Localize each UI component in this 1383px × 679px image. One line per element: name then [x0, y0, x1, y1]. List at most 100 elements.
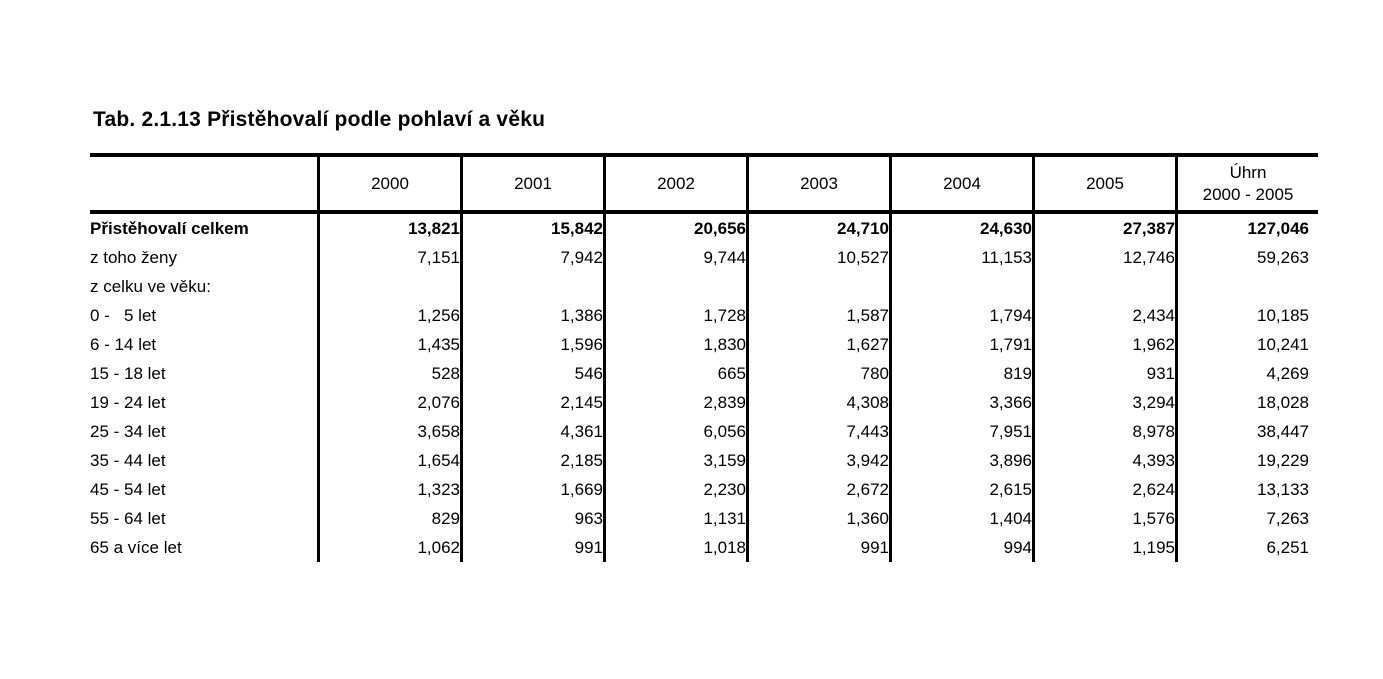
table-row: 19 - 24 let 2,076 2,145 2,839 4,308 3,366 3,29…: [90, 388, 1318, 417]
value-cell: 27,387: [1032, 212, 1177, 243]
value-cell: 1,404: [889, 504, 1034, 533]
value-cell: 1,062: [317, 533, 462, 562]
row-label: 0 - 5 let: [90, 305, 157, 325]
value-cell: [889, 272, 1034, 301]
value-cell: 1,962: [1032, 330, 1177, 359]
table-title: Tab. 2.1.13 Přistěhovalí podle pohlaví a…: [93, 108, 546, 131]
value-cell: 1,596: [460, 330, 605, 359]
value-cell: 1,794: [889, 301, 1034, 330]
value-cell: 2,230: [603, 475, 748, 504]
value-cell: 829: [317, 504, 462, 533]
total-column-header: Úhrn 2000 - 2005: [1175, 155, 1318, 214]
value-cell: 665: [603, 359, 748, 388]
row-label: 55 - 64 let: [90, 508, 166, 528]
total-column-header-line1: Úhrn: [1229, 163, 1267, 183]
value-cell: 4,269: [1175, 359, 1318, 388]
table-row: z toho ženy 7,151 7,942 9,744 10,527 11,153 12…: [90, 243, 1318, 272]
value-cell: 2,672: [746, 475, 891, 504]
row-label: 6 - 14 let: [90, 334, 157, 354]
value-cell: 4,308: [746, 388, 891, 417]
value-cell: 6,056: [603, 417, 748, 446]
value-cell: 1,627: [746, 330, 891, 359]
row-label: 35 - 44 let: [90, 450, 166, 470]
statistics-table: 2000 2001 2002 2003 2004 2005 Úhrn 2000 - 2005 …: [90, 153, 1318, 562]
value-cell: 2,076: [317, 388, 462, 417]
value-cell: 2,624: [1032, 475, 1177, 504]
value-cell: 1,576: [1032, 504, 1177, 533]
value-cell: 13,821: [317, 212, 462, 243]
value-cell: 931: [1032, 359, 1177, 388]
value-cell: 3,896: [889, 446, 1034, 475]
value-cell: 3,294: [1032, 388, 1177, 417]
value-cell: 4,361: [460, 417, 605, 446]
table-row: 25 - 34 let 3,658 4,361 6,056 7,443 7,951 8,97…: [90, 417, 1318, 446]
value-cell: 1,830: [603, 330, 748, 359]
value-cell: 991: [460, 533, 605, 562]
row-label-column-header: [90, 155, 319, 214]
table-row: 45 - 54 let 1,323 1,669 2,230 2,672 2,615 2,62…: [90, 475, 1318, 504]
value-cell: 11,153: [889, 243, 1034, 272]
value-cell: 1,131: [603, 504, 748, 533]
year-column-header: 2002: [603, 155, 748, 214]
table-row: 65 a více let 1,062 991 1,018 991 994 1,195 6,2…: [90, 533, 1318, 562]
value-cell: 59,263: [1175, 243, 1318, 272]
value-cell: [1175, 272, 1318, 301]
value-cell: 2,839: [603, 388, 748, 417]
value-cell: 20,656: [603, 212, 748, 243]
table-header: 2000 2001 2002 2003 2004 2005 Úhrn 2000 - 2005: [90, 155, 1318, 214]
table-row: 15 - 18 let 528 546 665 780 819 931 4,269: [90, 359, 1318, 388]
value-cell: 7,951: [889, 417, 1034, 446]
value-cell: 2,615: [889, 475, 1034, 504]
value-cell: 780: [746, 359, 891, 388]
table-row: 35 - 44 let 1,654 2,185 3,159 3,942 3,896 4,39…: [90, 446, 1318, 475]
value-cell: 1,256: [317, 301, 462, 330]
value-cell: 1,587: [746, 301, 891, 330]
value-cell: 1,386: [460, 301, 605, 330]
table-row: 55 - 64 let 829 963 1,131 1,360 1,404 1,576 7,2…: [90, 504, 1318, 533]
value-cell: 18,028: [1175, 388, 1318, 417]
value-cell: 24,710: [746, 212, 891, 243]
value-cell: 546: [460, 359, 605, 388]
value-cell: 1,018: [603, 533, 748, 562]
value-cell: 4,393: [1032, 446, 1177, 475]
value-cell: 15,842: [460, 212, 605, 243]
value-cell: [1032, 272, 1177, 301]
value-cell: 963: [460, 504, 605, 533]
year-column-header: 2000: [317, 155, 462, 214]
value-cell: 3,159: [603, 446, 748, 475]
total-column-header-line2: 2000 - 2005: [1202, 184, 1294, 204]
value-cell: 19,229: [1175, 446, 1318, 475]
value-cell: 38,447: [1175, 417, 1318, 446]
row-label: 19 - 24 let: [90, 392, 166, 412]
row-label: 65 a více let: [90, 537, 182, 557]
value-cell: 12,746: [1032, 243, 1177, 272]
value-cell: 1,435: [317, 330, 462, 359]
value-cell: 1,323: [317, 475, 462, 504]
value-cell: 1,360: [746, 504, 891, 533]
table-row: 6 - 14 let 1,435 1,596 1,830 1,627 1,791 1,962…: [90, 330, 1318, 359]
row-label: 15 - 18 let: [90, 363, 166, 383]
year-column-header: 2005: [1032, 155, 1177, 214]
value-cell: 1,669: [460, 475, 605, 504]
year-column-header: 2003: [746, 155, 891, 214]
year-column-header: 2004: [889, 155, 1034, 214]
row-label: Přistěhovalí celkem: [90, 218, 249, 238]
value-cell: 1,791: [889, 330, 1034, 359]
value-cell: 2,434: [1032, 301, 1177, 330]
value-cell: 9,744: [603, 243, 748, 272]
value-cell: 3,658: [317, 417, 462, 446]
value-cell: 6,251: [1175, 533, 1318, 562]
value-cell: [460, 272, 605, 301]
value-cell: 1,728: [603, 301, 748, 330]
value-cell: 3,942: [746, 446, 891, 475]
value-cell: 1,195: [1032, 533, 1177, 562]
value-cell: 2,145: [460, 388, 605, 417]
value-cell: 7,263: [1175, 504, 1318, 533]
value-cell: 7,443: [746, 417, 891, 446]
value-cell: 3,366: [889, 388, 1034, 417]
value-cell: 13,133: [1175, 475, 1318, 504]
value-cell: 24,630: [889, 212, 1034, 243]
table-row: 0 - 5 let 1,256 1,386 1,728 1,587 1,794 2,434 1…: [90, 301, 1318, 330]
row-label: z toho ženy: [90, 247, 177, 267]
